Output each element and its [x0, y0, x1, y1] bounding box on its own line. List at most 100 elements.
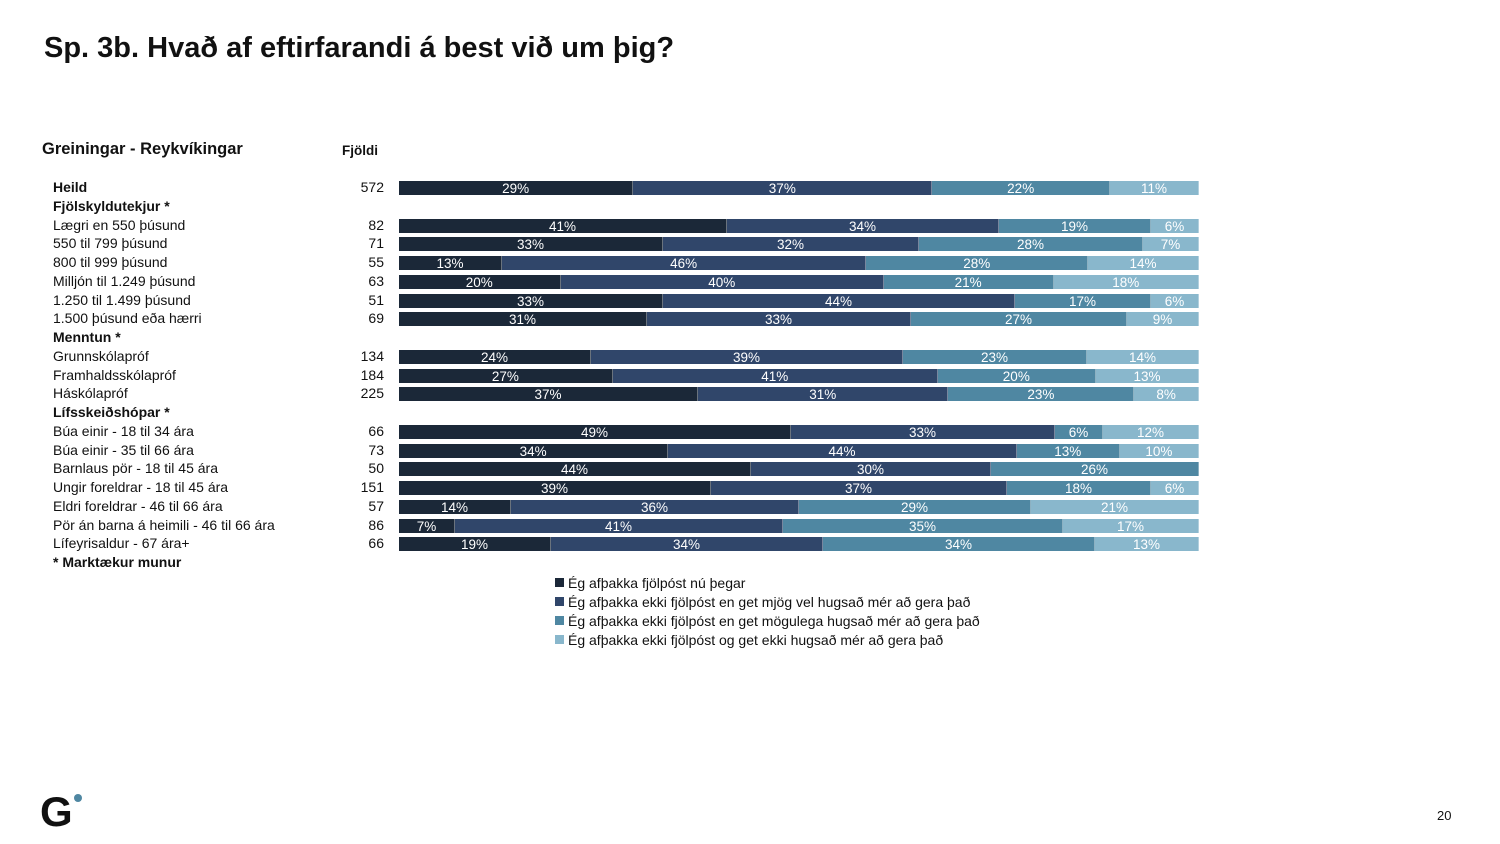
stacked-bar: 14% 36% 29% 21% — [399, 499, 1199, 514]
bar-segment: 27% — [911, 312, 1127, 327]
bar-segment: 6% — [1055, 424, 1103, 439]
group-header: Menntun * — [0, 328, 1500, 347]
stacked-bar: 20% 40% 21% 18% — [399, 274, 1199, 289]
bar-segment: 37% — [633, 181, 933, 195]
bar-segment: 29% — [399, 181, 634, 195]
chart-row: Framhaldsskólapróf 184 27% 41% 20% 13% — [0, 366, 1500, 385]
row-label: Ungir foreldrar - 18 til 45 ára — [53, 479, 229, 495]
stacked-bar: 19% 34% 34% 13% — [399, 537, 1199, 552]
row-count: 151 — [360, 479, 384, 495]
bar-segment: 13% — [1096, 368, 1199, 383]
bar-segment: 26% — [991, 462, 1199, 477]
count-header: Fjöldi — [342, 143, 378, 158]
bar-segment: 11% — [1110, 181, 1199, 195]
row-count: 73 — [368, 441, 384, 458]
bar-segment: 23% — [948, 387, 1135, 402]
bar-segment: 21% — [1031, 499, 1199, 514]
bar-segment: 24% — [399, 349, 591, 364]
logo: G — [40, 788, 73, 835]
row-count: 57 — [368, 497, 384, 514]
chart-row: Búa einir - 35 til 66 ára 73 34% 44% 13% 10% — [0, 441, 1500, 460]
row-count: 50 — [368, 460, 384, 477]
bar-segment: 34% — [399, 443, 669, 458]
legend: Ég afþakka fjölpóst nú þegar Ég afþakka e… — [555, 573, 980, 649]
row-count: 51 — [368, 291, 384, 308]
row-label: 1.500 þúsund eða hærri — [53, 310, 202, 327]
bar-segment: 44% — [399, 462, 751, 477]
legend-item: Ég afþakka fjölpóst nú þegar — [555, 573, 980, 592]
stacked-bar: 24% 39% 23% 14% — [399, 349, 1199, 364]
stacked-bar: 39% 37% 18% 6% — [399, 481, 1199, 495]
row-count: 66 — [368, 535, 384, 552]
bar-segment: 49% — [399, 424, 791, 439]
row-label: Lífsskeiðshópar * — [53, 404, 170, 420]
bar-segment: 6% — [1151, 293, 1199, 308]
legend-label: Ég afþakka ekki fjölpóst en get mjög vel… — [568, 593, 971, 610]
legend-swatch — [555, 597, 564, 606]
stacked-bar: 41% 34% 19% 6% — [399, 218, 1199, 233]
bar-segment: 17% — [1063, 518, 1199, 533]
chart-row: 550 til 799 þúsund 71 33% 32% 28% 7% — [0, 234, 1500, 253]
row-label: 550 til 799 þúsund — [53, 235, 168, 252]
slide-title: Sp. 3b. Hvað af eftirfarandi á best við … — [44, 32, 675, 64]
chart-row: 1.250 til 1.499 þúsund 51 33% 44% 17% 6% — [0, 291, 1500, 310]
row-count: 572 — [360, 179, 384, 195]
chart-row: Grunnskólapróf 134 24% 39% 23% 14% — [0, 347, 1500, 366]
bar-segment: 20% — [399, 274, 561, 289]
row-label: Búa einir - 35 til 66 ára — [53, 441, 194, 458]
bar-segment: 14% — [1087, 349, 1199, 364]
row-label: Búa einir - 18 til 34 ára — [53, 422, 194, 439]
bar-segment: 32% — [663, 237, 919, 252]
stacked-bar: 27% 41% 20% 13% — [399, 368, 1199, 383]
stacked-bar: 44% 30% 26% — [399, 462, 1199, 477]
group-header: Fjölskyldutekjur * — [0, 197, 1500, 216]
row-count: 69 — [368, 310, 384, 327]
bar-segment: 31% — [697, 387, 949, 402]
bar-segment: 41% — [399, 218, 727, 233]
bar-segment: 12% — [1103, 424, 1199, 439]
row-label: Menntun * — [53, 329, 121, 345]
bar-segment: 33% — [647, 312, 911, 327]
row-count: 184 — [360, 366, 384, 383]
bar-segment: 41% — [612, 368, 938, 383]
chart-row: Heild 572 29% 37% 22% 11% — [0, 178, 1500, 197]
bar-segment: 8% — [1134, 387, 1199, 402]
bar-segment: 9% — [1127, 312, 1199, 327]
row-label: Lægri en 550 þúsund — [53, 216, 186, 233]
legend-item: Ég afþakka ekki fjölpóst en get mjög vel… — [555, 592, 980, 611]
stacked-bar: 33% 32% 28% 7% — [399, 237, 1199, 252]
row-label: Pör án barna á heimili - 46 til 66 ára — [53, 516, 275, 533]
bar-segment: 27% — [399, 368, 613, 383]
chart-row: Pör án barna á heimili - 46 til 66 ára 86… — [0, 516, 1500, 535]
row-count: 86 — [368, 516, 384, 533]
stacked-bar: 31% 33% 27% 9% — [399, 312, 1199, 327]
group-header: Lífsskeiðshópar * — [0, 403, 1500, 422]
bar-segment: 46% — [501, 256, 867, 270]
bar-segment: 44% — [663, 293, 1015, 308]
legend-label: Ég afþakka ekki fjölpóst og get ekki hug… — [568, 631, 944, 648]
bar-segment: 33% — [791, 424, 1055, 439]
bar-segment: 7% — [399, 518, 455, 533]
stacked-bar: 33% 44% 17% 6% — [399, 293, 1199, 308]
bar-segment: 33% — [399, 237, 663, 252]
row-label: Barnlaus pör - 18 til 45 ára — [53, 460, 218, 477]
row-label: 800 til 999 þúsund — [53, 254, 168, 270]
row-count: 66 — [368, 422, 384, 439]
row-label: Eldri foreldrar - 46 til 66 ára — [53, 497, 223, 514]
bar-segment: 14% — [1088, 256, 1199, 270]
row-count: 63 — [368, 272, 384, 289]
bar-segment: 6% — [1151, 218, 1199, 233]
chart-row: Lægri en 550 þúsund 82 41% 34% 19% 6% — [0, 216, 1500, 235]
bar-segment: 37% — [399, 387, 698, 402]
legend-swatch — [555, 578, 564, 587]
row-label: Fjölskyldutekjur * — [53, 197, 170, 214]
row-label: * Marktækur munur — [53, 554, 182, 570]
bar-segment: 17% — [1015, 293, 1151, 308]
bar-segment: 28% — [866, 256, 1089, 270]
bar-segment: 23% — [903, 349, 1087, 364]
chart-row: 1.500 þúsund eða hærri 69 31% 33% 27% 9% — [0, 309, 1500, 328]
chart-row: Ungir foreldrar - 18 til 45 ára 151 39% 37%… — [0, 478, 1500, 497]
bar-segment: 31% — [399, 312, 647, 327]
legend-label: Ég afþakka fjölpóst nú þegar — [568, 574, 746, 591]
chart-row: 800 til 999 þúsund 55 13% 46% 28% 14% — [0, 253, 1500, 272]
